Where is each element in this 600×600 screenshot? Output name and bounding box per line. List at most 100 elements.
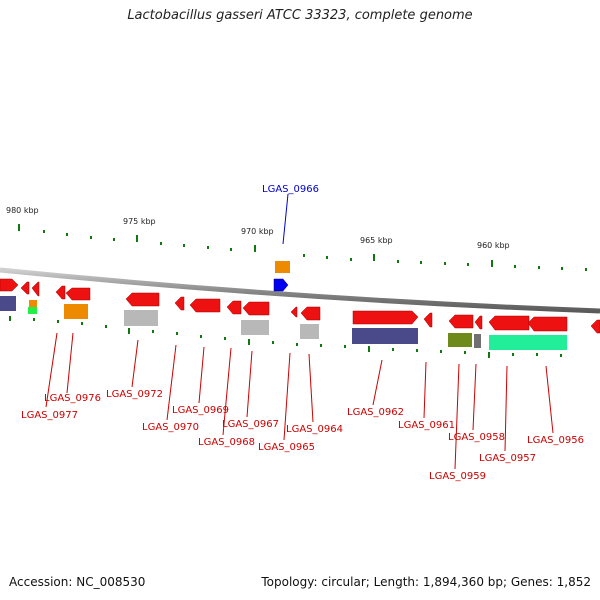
gene-arrow[interactable]	[423, 312, 433, 328]
leader-line	[308, 353, 314, 423]
gene-arrow[interactable]	[174, 296, 185, 311]
scale-tick	[368, 346, 370, 352]
gene-arrow[interactable]	[55, 285, 66, 300]
gene-label[interactable]: LGAS_0964	[286, 424, 343, 435]
cog-box-purple	[0, 296, 16, 311]
gene-arrow[interactable]	[352, 310, 419, 325]
cog-box-olive	[448, 333, 472, 347]
gene-arrow[interactable]	[300, 306, 321, 321]
scale-tick	[420, 261, 422, 264]
cog-box-green	[489, 335, 567, 350]
gene-arrow[interactable]	[31, 281, 40, 297]
scale-label: 980 kbp	[6, 206, 39, 215]
gene-label[interactable]: LGAS_0968	[198, 437, 255, 448]
scale-tick	[536, 353, 538, 356]
gene-label[interactable]: LGAS_0976	[44, 393, 101, 404]
scale-tick	[254, 245, 256, 252]
gene-arrow[interactable]	[242, 301, 270, 316]
scale-tick	[230, 248, 232, 251]
gene-label[interactable]: LGAS_0970	[142, 422, 199, 433]
leader-line	[504, 365, 508, 452]
gene-label[interactable]: LGAS_0961	[398, 420, 455, 431]
leader-line	[282, 193, 289, 245]
scale-tick	[136, 235, 138, 242]
scale-tick	[303, 254, 305, 257]
scale-tick	[200, 335, 202, 338]
gene-label[interactable]: LGAS_0956	[527, 435, 584, 446]
scale-tick	[152, 330, 154, 333]
highlight-gene-label[interactable]: LGAS_0966	[262, 184, 319, 195]
scale-label: 965 kbp	[360, 236, 393, 245]
scale-tick	[373, 254, 375, 261]
gene-label[interactable]: LGAS_0977	[21, 410, 78, 421]
scale-tick	[128, 328, 130, 334]
leader-line	[166, 344, 177, 421]
cog-box-gray	[241, 320, 269, 335]
scale-tick	[440, 350, 442, 353]
gene-label[interactable]: LGAS_0972	[106, 389, 163, 400]
cog-box-gray	[124, 310, 158, 326]
scale-tick	[416, 349, 418, 352]
scale-tick	[561, 267, 563, 270]
scale-tick	[43, 230, 45, 233]
leader-line	[131, 339, 139, 388]
scale-tick	[296, 343, 298, 346]
cog-box-orange	[64, 304, 88, 319]
gene-arrow[interactable]	[527, 316, 568, 332]
cog-box-darkgray	[474, 334, 481, 348]
scale-tick	[514, 265, 516, 268]
gene-label[interactable]: LGAS_0957	[479, 453, 536, 464]
genome-title: Lactobacillus gasseri ATCC 33323, comple…	[127, 8, 473, 23]
gene-label[interactable]: LGAS_0967	[222, 419, 279, 430]
scale-tick	[320, 344, 322, 347]
scale-tick	[538, 266, 540, 269]
topology-label: Topology: circular; Length: 1,894,360 bp…	[261, 575, 591, 589]
scale-tick	[491, 260, 493, 267]
gene-label[interactable]: LGAS_0965	[258, 442, 315, 453]
gene-arrow[interactable]	[20, 281, 30, 295]
leader-line	[246, 350, 253, 418]
gene-arrow[interactable]	[226, 300, 242, 315]
scale-tick	[176, 332, 178, 335]
cog-box-orange	[29, 300, 37, 307]
leader-line	[222, 347, 232, 436]
scale-tick	[488, 352, 490, 358]
gene-arrow[interactable]	[189, 298, 221, 313]
gene-label[interactable]: LGAS_0959	[429, 471, 486, 482]
scale-tick	[392, 348, 394, 351]
gene-label[interactable]: LGAS_0969	[172, 405, 229, 416]
leader-line	[66, 332, 74, 394]
scale-tick	[81, 322, 83, 325]
scale-label: 975 kbp	[123, 217, 156, 226]
gene-arrow[interactable]	[590, 319, 600, 334]
scale-tick	[18, 224, 20, 231]
scale-tick	[183, 244, 185, 247]
scale-tick	[560, 354, 562, 357]
gene-arrow[interactable]	[290, 306, 298, 318]
scale-label: 970 kbp	[241, 227, 274, 236]
scale-tick	[464, 351, 466, 354]
scale-tick	[33, 318, 35, 321]
gene-arrow[interactable]	[474, 315, 483, 330]
leader-line	[198, 346, 205, 404]
scale-tick	[90, 236, 92, 239]
scale-tick	[585, 268, 587, 271]
scale-tick	[397, 260, 399, 263]
scale-label: 960 kbp	[477, 241, 510, 250]
gene-arrow[interactable]	[125, 292, 160, 307]
gene-arrow[interactable]	[65, 287, 91, 301]
cog-box-green	[28, 307, 37, 314]
scale-tick	[160, 242, 162, 245]
gene-label[interactable]: LGAS_0958	[448, 432, 505, 443]
scale-tick	[9, 316, 11, 321]
gene-arrow[interactable]	[488, 315, 530, 331]
accession-label: Accession: NC_008530	[9, 575, 146, 589]
gene-arrow[interactable]	[0, 278, 19, 292]
gene-arrow[interactable]	[448, 314, 474, 329]
gene-label[interactable]: LGAS_0962	[347, 407, 404, 418]
scale-tick	[113, 238, 115, 241]
scale-tick	[105, 325, 107, 328]
leader-line	[472, 363, 477, 431]
selected-gene-arrow[interactable]	[273, 278, 289, 292]
